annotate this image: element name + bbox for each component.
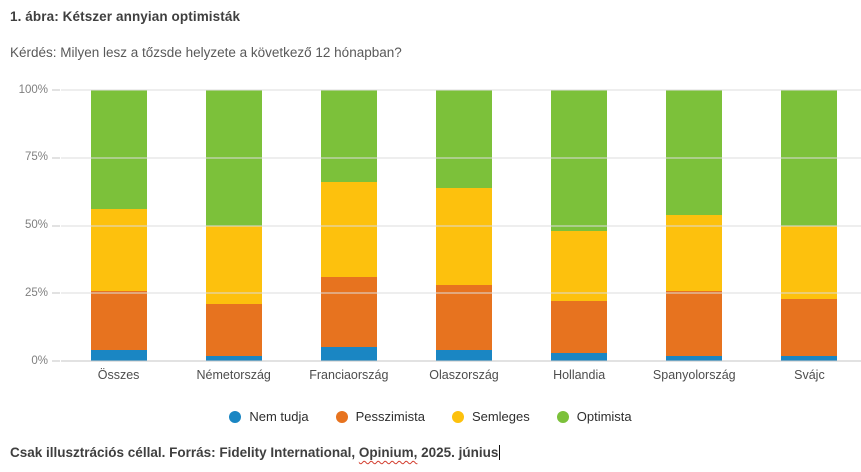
bar-segment bbox=[90, 90, 147, 210]
legend-label: Optimista bbox=[576, 409, 632, 424]
legend-swatch bbox=[556, 410, 569, 423]
x-axis-label: Németország bbox=[196, 368, 271, 382]
x-axis-line bbox=[61, 360, 861, 362]
bar-segment bbox=[435, 90, 492, 188]
legend-swatch bbox=[229, 410, 242, 423]
bar-összes bbox=[90, 90, 147, 361]
bar-segment bbox=[551, 301, 608, 353]
y-tick-mark bbox=[52, 89, 60, 91]
source-note-misspelled-word: Opinium, bbox=[358, 445, 418, 460]
y-tick-mark bbox=[52, 360, 60, 362]
x-axis-labels: Összes Németország Franciaország Olaszorszá… bbox=[61, 368, 861, 382]
y-tick-label: 75% bbox=[24, 151, 48, 163]
x-axis-label: Hollandia bbox=[553, 368, 606, 382]
bar-segment bbox=[551, 90, 608, 231]
legend-item: Pesszimista bbox=[335, 409, 425, 424]
bar-segment bbox=[90, 290, 147, 351]
text-cursor bbox=[499, 445, 501, 460]
gridline bbox=[61, 89, 861, 91]
y-tick-label: 25% bbox=[24, 286, 48, 299]
bar-segment bbox=[551, 230, 608, 302]
bar-slot bbox=[637, 90, 752, 361]
bar-segment bbox=[435, 187, 492, 286]
bar-franciaország bbox=[320, 90, 377, 361]
x-axis-label: Összes bbox=[97, 368, 140, 382]
bar-segment bbox=[320, 277, 377, 348]
bar-segment bbox=[666, 290, 723, 356]
bar-segment bbox=[320, 347, 377, 361]
bar-slot bbox=[522, 90, 637, 361]
bar-segment bbox=[205, 355, 262, 361]
bar-segment bbox=[666, 355, 723, 361]
legend: Nem tudja Pesszimista Semleges Optimista bbox=[0, 409, 861, 424]
legend-item: Optimista bbox=[556, 409, 632, 424]
y-tick-mark bbox=[52, 292, 60, 294]
legend-label: Pesszimista bbox=[355, 409, 425, 424]
gridline bbox=[61, 292, 861, 294]
bar-slot bbox=[752, 90, 861, 361]
bar-segment bbox=[781, 298, 838, 356]
legend-swatch bbox=[451, 410, 464, 423]
y-tick-mark bbox=[52, 157, 60, 159]
x-axis-label: Franciaország bbox=[309, 368, 389, 382]
bars-row bbox=[61, 90, 861, 361]
y-tick-label: 0% bbox=[31, 354, 48, 367]
bar-segment bbox=[435, 285, 492, 351]
bar-segment bbox=[435, 350, 492, 361]
source-note[interactable]: Csak illusztrációs céllal. Forrás: Fidel… bbox=[10, 445, 501, 460]
legend-item: Nem tudja bbox=[229, 409, 309, 424]
bar-segment bbox=[90, 209, 147, 291]
legend-swatch bbox=[335, 410, 348, 423]
bar-spanyolország bbox=[666, 90, 723, 361]
x-axis-label: Spanyolország bbox=[652, 368, 736, 382]
bar-segment bbox=[320, 182, 377, 277]
legend-label: Semleges bbox=[471, 409, 530, 424]
bar-hollandia bbox=[551, 90, 608, 361]
y-tick-mark bbox=[52, 225, 60, 226]
figure-title: 1. ábra: Kétszer annyian optimisták bbox=[10, 9, 241, 24]
bar-segment bbox=[781, 355, 838, 361]
bar-segment bbox=[205, 225, 262, 305]
bar-segment bbox=[781, 225, 838, 299]
stacked-bar-chart[interactable]: 0% 25% 50% 75% 100% Összes Németország Francia… bbox=[0, 0, 861, 424]
y-tick-label: 100% bbox=[18, 83, 48, 96]
bar-slot bbox=[291, 90, 406, 361]
gridline bbox=[61, 225, 861, 226]
source-note-part2: 2025. június bbox=[417, 445, 499, 460]
bar-slot bbox=[406, 90, 521, 361]
legend-label: Nem tudja bbox=[249, 409, 309, 424]
bar-segment bbox=[90, 350, 147, 361]
bar-segment bbox=[205, 304, 262, 356]
plot-area bbox=[61, 89, 861, 362]
legend-item: Semleges bbox=[451, 409, 530, 424]
y-axis: 0% 25% 50% 75% 100% bbox=[0, 84, 61, 366]
source-note-part1: Csak illusztrációs céllal. Forrás: Fidel… bbox=[10, 445, 359, 460]
gridline bbox=[61, 157, 861, 159]
figure-question: Kérdés: Milyen lesz a tőzsde helyzete a … bbox=[10, 45, 402, 60]
bar-slot bbox=[61, 90, 176, 361]
bar-olaszország bbox=[435, 90, 492, 361]
bar-segment bbox=[666, 90, 723, 215]
bar-segment bbox=[551, 352, 608, 361]
bar-svájc bbox=[781, 90, 838, 361]
x-axis-label: Svájc bbox=[794, 368, 825, 382]
bar-segment bbox=[666, 214, 723, 291]
x-axis-label: Olaszország bbox=[429, 368, 499, 382]
bar-segment bbox=[320, 90, 377, 183]
y-tick-label: 50% bbox=[24, 218, 48, 231]
